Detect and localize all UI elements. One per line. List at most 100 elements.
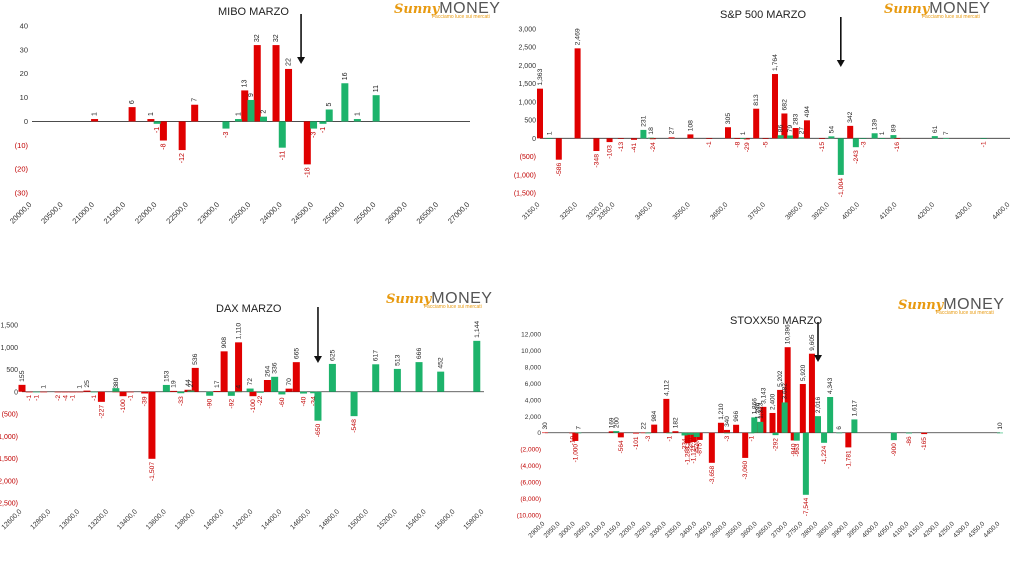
bar-green <box>372 95 380 122</box>
data-label: 19 <box>171 380 178 388</box>
bar-green <box>793 432 800 441</box>
bar-red <box>696 432 703 440</box>
bar-green <box>860 138 867 139</box>
data-label: 89 <box>890 124 897 132</box>
data-label: -39 <box>142 396 149 406</box>
bar-green <box>906 432 912 434</box>
bar-red <box>159 121 167 141</box>
bar-red <box>249 391 257 397</box>
data-label: 86 <box>778 124 785 132</box>
bar-red <box>18 384 26 392</box>
data-label: 1 <box>354 112 361 116</box>
bar-green <box>871 133 878 139</box>
data-label: 3,682 <box>782 383 789 400</box>
data-label: 5,920 <box>800 364 807 381</box>
bar-red <box>784 347 791 433</box>
bar-green <box>740 138 747 139</box>
bar-red <box>285 388 293 392</box>
y-tick-label: 1,500 <box>518 81 536 88</box>
data-label: 11 <box>373 85 380 92</box>
x-tick-label: 15400,0 <box>405 508 428 531</box>
y-tick-label: 8,000 <box>525 364 542 371</box>
logo-sunny: Sunny <box>386 292 432 307</box>
bar-red <box>845 432 852 448</box>
logo-sunny: Sunny <box>394 2 440 17</box>
bar-green <box>350 391 358 417</box>
logo-money: MONEY <box>439 0 501 17</box>
data-label: -1,288 <box>685 446 692 465</box>
data-label: 1,866 <box>751 398 758 415</box>
bar-red <box>220 351 228 392</box>
data-label: 7 <box>943 131 950 135</box>
data-label: -334 <box>682 438 689 451</box>
x-tick-label: 20500,0 <box>39 200 65 226</box>
bar-green <box>852 138 859 148</box>
bar-green <box>437 371 445 392</box>
data-label: -1 <box>127 395 134 401</box>
x-tick-label: 23000,0 <box>196 200 222 226</box>
data-label: 9,605 <box>809 334 816 351</box>
bar-red <box>649 138 656 140</box>
bar-red <box>54 391 62 393</box>
bar-red <box>631 138 637 140</box>
data-label: 1 <box>546 131 553 135</box>
bar-red <box>128 107 136 122</box>
y-tick-label: 30 <box>20 45 28 54</box>
y-tick-label: (4,000) <box>520 463 541 470</box>
data-label: 305 <box>725 113 732 125</box>
chart-stoxx: 12,000 10,000 8,000 6,000 4,000 2,000 0 (2,000)… <box>517 322 1004 539</box>
data-label: 4 <box>236 385 243 389</box>
bar-green <box>815 416 821 433</box>
arrow-head <box>297 57 306 64</box>
bar-red <box>687 134 694 139</box>
data-label: 2,469 <box>575 28 582 45</box>
bar-green <box>260 116 268 122</box>
data-label: -1,224 <box>821 445 828 464</box>
data-label: 30 <box>542 422 549 430</box>
x-tick-label: 3850,0 <box>785 201 805 221</box>
y-tick-label: (30) <box>15 189 29 198</box>
y-tick-label: 4,000 <box>525 397 542 404</box>
bar-red <box>178 121 186 151</box>
data-label: -16 <box>894 142 901 152</box>
data-label: -564 <box>618 440 625 453</box>
data-label: -243 <box>853 150 860 164</box>
data-label: -3 <box>311 131 318 137</box>
x-tick-label: 3150,0 <box>521 201 541 221</box>
bar-green <box>227 391 235 396</box>
y-tick-label: 6,000 <box>525 381 542 388</box>
y-tick-label: (1,500) <box>514 191 536 198</box>
data-label: -18 <box>304 167 311 177</box>
bar-red <box>608 431 615 433</box>
data-label: 5 <box>326 103 333 107</box>
bar-green <box>757 421 764 433</box>
bar-red <box>617 138 624 139</box>
data-label: 1 <box>92 112 99 116</box>
bar-red <box>83 390 91 392</box>
data-label: -100 <box>250 399 257 413</box>
x-tick-label: 4000,0 <box>841 201 861 221</box>
x-tick-label: 27000,0 <box>446 200 472 226</box>
data-label: -34 <box>311 396 318 406</box>
data-label: 2,016 <box>815 396 822 413</box>
x-tick-label: 13000,0 <box>58 508 81 531</box>
bar-red <box>894 138 901 139</box>
data-label: -15 <box>819 142 826 152</box>
bar-green <box>837 138 844 175</box>
y-tick-label: 0 <box>537 430 541 437</box>
bar-red <box>542 432 548 434</box>
data-label: -1 <box>748 435 755 441</box>
bar-green <box>681 432 688 436</box>
data-label: -86 <box>906 436 913 446</box>
logo-sunny: Sunny <box>898 298 944 313</box>
data-label: -29 <box>744 142 751 152</box>
bar-green <box>325 109 333 122</box>
data-label: -103 <box>607 145 614 159</box>
data-label: 908 <box>221 337 228 349</box>
y-tick-label: (500) <box>2 412 18 419</box>
bar-red <box>593 138 600 152</box>
data-label: 666 <box>416 348 423 360</box>
data-label: 182 <box>672 417 679 428</box>
chart-mibo: 40 30 20 10 0 (10) (20) (30) 20000,0 20500,0 21000… <box>8 14 472 226</box>
x-tick-label: 13800,0 <box>174 508 197 531</box>
